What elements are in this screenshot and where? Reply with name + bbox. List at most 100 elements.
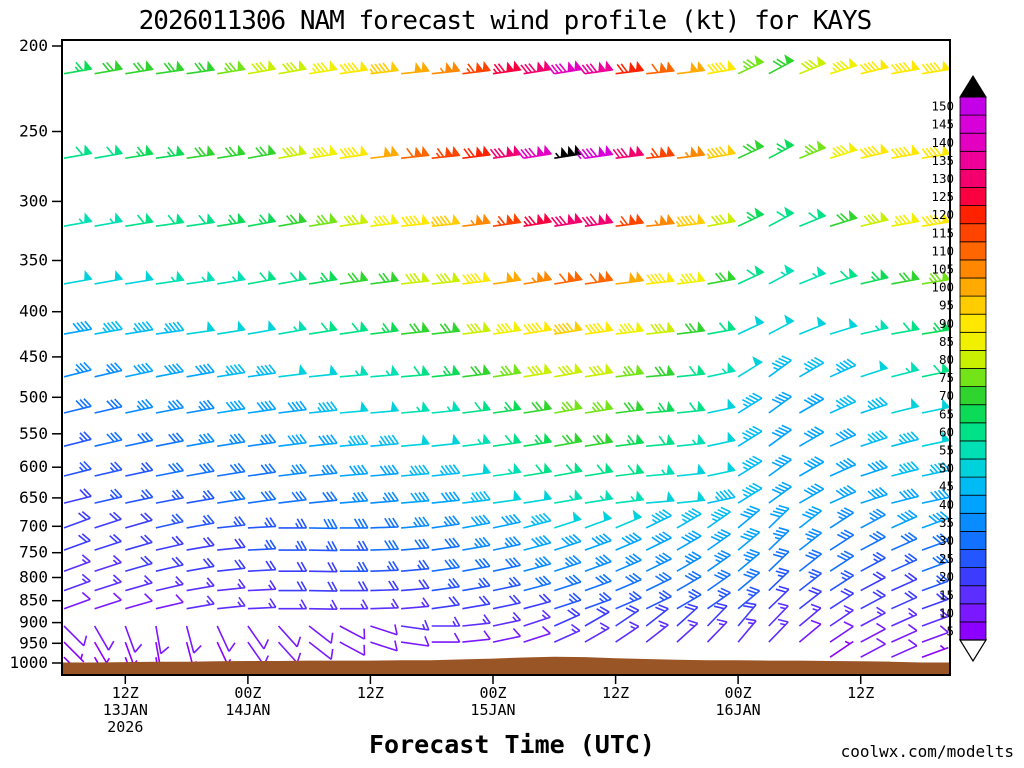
wind-barb-flag [628, 214, 638, 226]
wind-barb [308, 641, 334, 661]
wind-barb-flag [942, 144, 950, 156]
wind-barb-flag [536, 61, 546, 73]
colorbar-segment [959, 132, 987, 152]
wind-barb [768, 585, 790, 610]
wind-barb-flag [605, 489, 614, 501]
wind-barb-flag [414, 62, 423, 73]
wind-barb [462, 614, 491, 627]
pressure-tick-label: 850 [19, 591, 48, 610]
wind-barb [921, 146, 950, 159]
wind-barb-flag [666, 491, 676, 502]
wind-barb [645, 589, 672, 610]
wind-barb [492, 576, 521, 592]
wind-barb-flag [598, 61, 607, 73]
wind-barb [431, 272, 460, 285]
wind-barb-flag [176, 145, 185, 156]
wind-barb-flag [754, 55, 765, 66]
wind-barb [492, 611, 521, 627]
wind-barb [186, 595, 215, 610]
wind-barb [829, 621, 854, 643]
wind-barb [523, 609, 551, 627]
wind-barb-flag [605, 462, 614, 474]
wind-barb [94, 574, 122, 592]
wind-barb-flag [206, 213, 216, 224]
wind-barb [860, 606, 886, 627]
colorbar-segment [959, 114, 987, 134]
colorbar-segment [959, 187, 987, 207]
wind-barb-flag [390, 401, 400, 412]
wind-barb-flag [452, 213, 461, 225]
wind-barb-flag [421, 434, 430, 445]
wind-barb-flag [383, 146, 393, 158]
wind-barb [462, 630, 491, 643]
wind-barb-flag [784, 206, 795, 218]
time-tick-year: 2026 [107, 718, 143, 736]
wind-barb-flag [506, 146, 515, 157]
pressure-tick-label: 300 [19, 191, 48, 210]
wind-barb [492, 365, 521, 378]
wind-barb [339, 581, 369, 592]
wind-barb [401, 559, 430, 572]
wind-barb-flag [848, 317, 858, 329]
watermark-link[interactable]: coolwx.com/modelts [841, 742, 1014, 761]
wind-barb [891, 509, 918, 529]
wind-barb [400, 636, 430, 647]
wind-barb [247, 364, 277, 378]
wind-barb [707, 488, 736, 504]
wind-barb [829, 507, 855, 529]
wind-barb [247, 598, 277, 610]
wind-barb [278, 581, 308, 592]
wind-barb-flag [513, 213, 522, 224]
wind-barb [63, 625, 88, 647]
wind-barb [584, 554, 612, 572]
wind-barb-flag [635, 364, 645, 375]
colorbar-segment [959, 476, 987, 496]
time-tick-date: 15JAN [470, 701, 515, 719]
wind-barb-flag [574, 462, 583, 474]
wind-barb-flag [635, 60, 645, 72]
wind-barb-flag [482, 145, 492, 157]
wind-barb [308, 62, 337, 75]
wind-barb [462, 595, 491, 610]
wind-barb [707, 506, 731, 529]
wind-barb [768, 391, 792, 414]
wind-barb [768, 548, 790, 572]
wind-barb [63, 641, 85, 663]
wind-barb-flag [298, 144, 308, 156]
colorbar-segment [959, 621, 987, 641]
wind-barb-flag [506, 214, 515, 225]
wind-barb [706, 602, 728, 627]
wind-barb [554, 401, 583, 414]
wind-barb [768, 567, 790, 592]
wind-barb [401, 215, 429, 227]
wind-barb [584, 533, 612, 551]
pressure-tick-label: 500 [19, 387, 48, 406]
wind-barb [615, 572, 642, 592]
wind-barb [309, 581, 338, 592]
pressure-tick-label: 550 [19, 424, 48, 443]
wind-barb-flag [452, 271, 461, 283]
wind-barb [186, 462, 215, 477]
colorbar-segment [959, 368, 987, 388]
wind-barb-flag [727, 144, 737, 156]
wind-barb [217, 363, 246, 378]
wind-barb [492, 513, 521, 529]
wind-barb-flag [727, 59, 737, 71]
wind-barb [615, 365, 644, 378]
wind-barb-flag [267, 212, 277, 224]
colorbar-segment [959, 259, 987, 279]
wind-barb [860, 486, 888, 504]
wind-barb-flag [879, 360, 889, 371]
wind-barb [217, 596, 246, 610]
colorbar-segment [959, 150, 987, 170]
wind-barb [523, 534, 552, 551]
wind-barb-flag [360, 270, 369, 282]
wind-barb [799, 59, 826, 75]
wind-barb-flag [635, 433, 645, 445]
wind-barb [400, 619, 430, 631]
wind-barb [309, 541, 338, 552]
wind-barb [676, 272, 705, 285]
wind-barb [707, 61, 736, 75]
wind-barb [339, 561, 369, 572]
